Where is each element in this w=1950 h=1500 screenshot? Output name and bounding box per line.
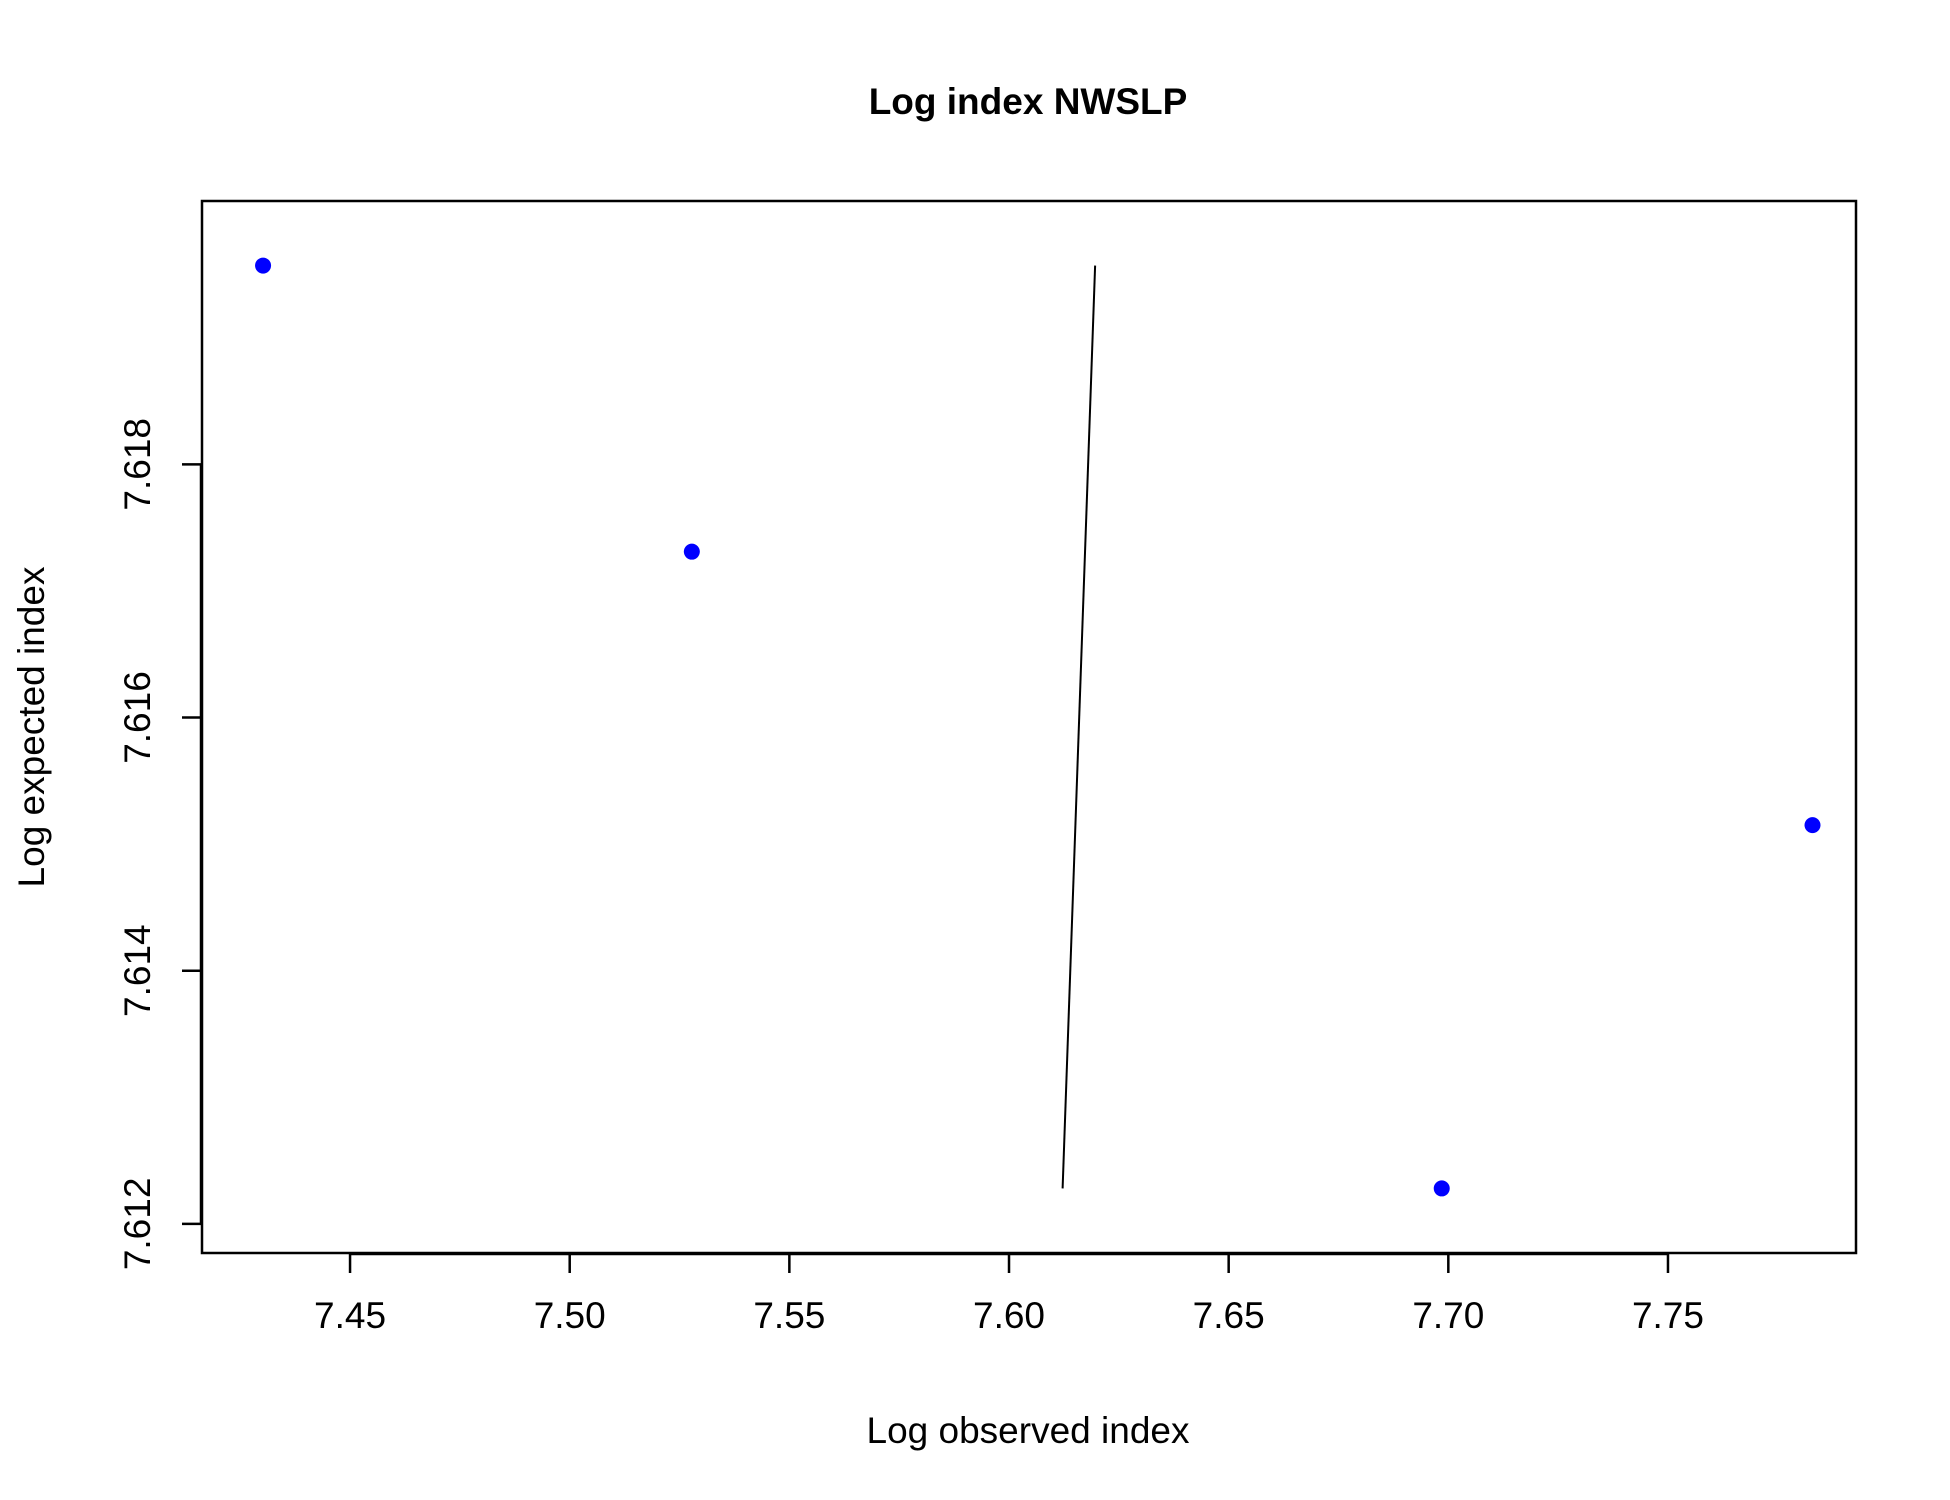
y-tick-label: 7.614 [117, 924, 158, 1017]
x-axis-label: Log observed index [867, 1410, 1190, 1451]
y-tick-label: 7.612 [117, 1178, 158, 1271]
x-tick-label: 7.70 [1412, 1295, 1484, 1336]
x-tick-label: 7.75 [1632, 1295, 1704, 1336]
x-axis: 7.45 7.50 7.55 7.60 7.65 7.70 7.75 [314, 1252, 1704, 1336]
data-point [1433, 1180, 1450, 1197]
data-point [255, 257, 272, 274]
x-tick-label: 7.55 [753, 1295, 825, 1336]
data-point [683, 543, 700, 560]
fit-line [1061, 265, 1097, 1189]
y-axis-label: Log expected index [11, 566, 52, 887]
plot-area [255, 257, 1821, 1197]
data-point [1804, 817, 1821, 834]
y-tick-label: 7.618 [117, 418, 158, 511]
y-tick-label: 7.616 [117, 671, 158, 764]
x-tick-label: 7.50 [534, 1295, 606, 1336]
x-tick-label: 7.60 [973, 1295, 1045, 1336]
x-tick-label: 7.65 [1193, 1295, 1265, 1336]
x-tick-label: 7.45 [314, 1295, 386, 1336]
y-axis: 7.612 7.614 7.616 7.618 [117, 418, 203, 1271]
chart-title: Log index NWSLP [869, 81, 1188, 122]
